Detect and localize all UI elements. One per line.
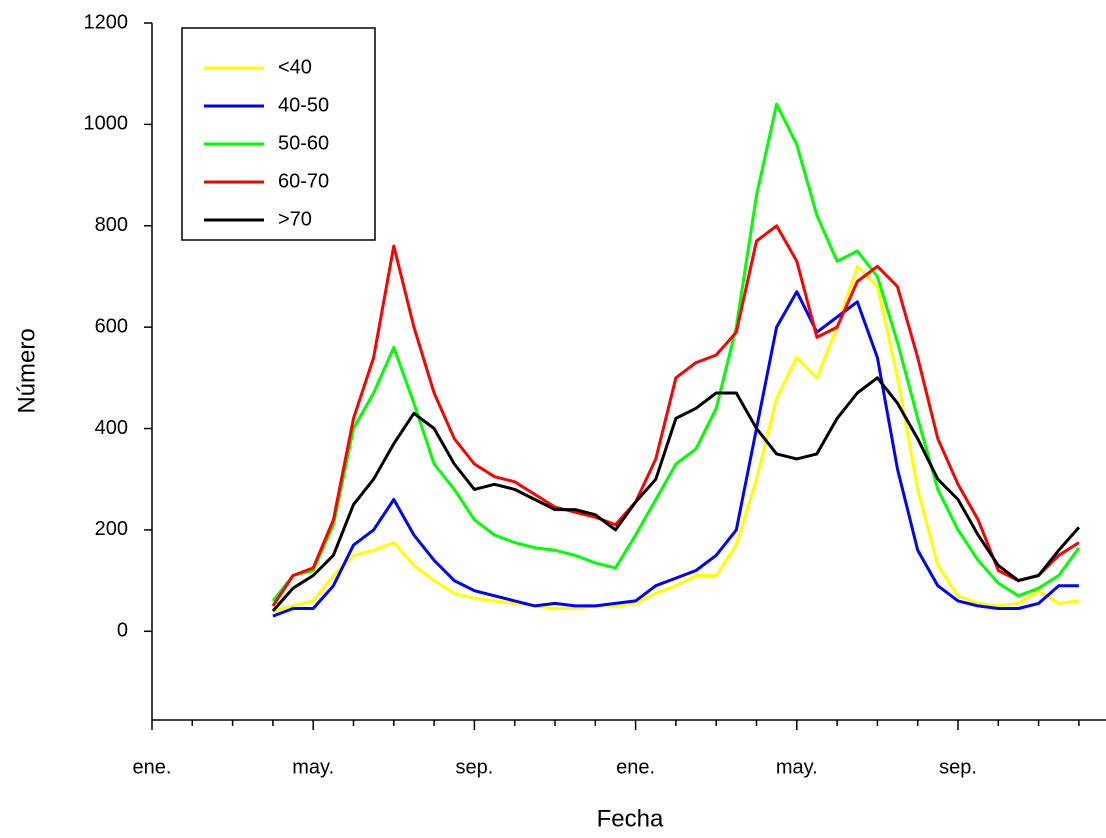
y-tick-label: 1200 [84, 11, 129, 33]
legend-label: 40-50 [278, 94, 329, 116]
x-tick-label: sep. [939, 756, 977, 778]
legend-label: 60-70 [278, 170, 329, 192]
series-line [272, 264, 1080, 613]
x-tick-label: may. [292, 756, 334, 778]
series-line [271, 376, 1081, 612]
series-line [271, 102, 1081, 602]
y-tick-label: 0 [117, 620, 128, 642]
y-tick-label: 400 [95, 417, 128, 439]
legend-box [181, 27, 376, 241]
x-tick-label: may. [776, 756, 818, 778]
series-line [271, 224, 1080, 607]
x-tick-label: sep. [455, 756, 493, 778]
y-tick-label: 200 [95, 518, 128, 540]
y-tick-label: 1000 [84, 113, 129, 135]
y-tick-label: 600 [95, 315, 128, 337]
y-tick-label: 800 [95, 214, 128, 236]
y-axis-title: Número [13, 328, 40, 413]
x-tick-label: ene. [133, 756, 172, 778]
legend-label: >70 [278, 208, 312, 230]
series-line [272, 290, 1079, 618]
legend-label: 50-60 [278, 132, 329, 154]
x-tick-label: ene. [616, 756, 655, 778]
legend-label: <40 [278, 56, 312, 78]
x-axis-title: Fecha [597, 805, 664, 832]
